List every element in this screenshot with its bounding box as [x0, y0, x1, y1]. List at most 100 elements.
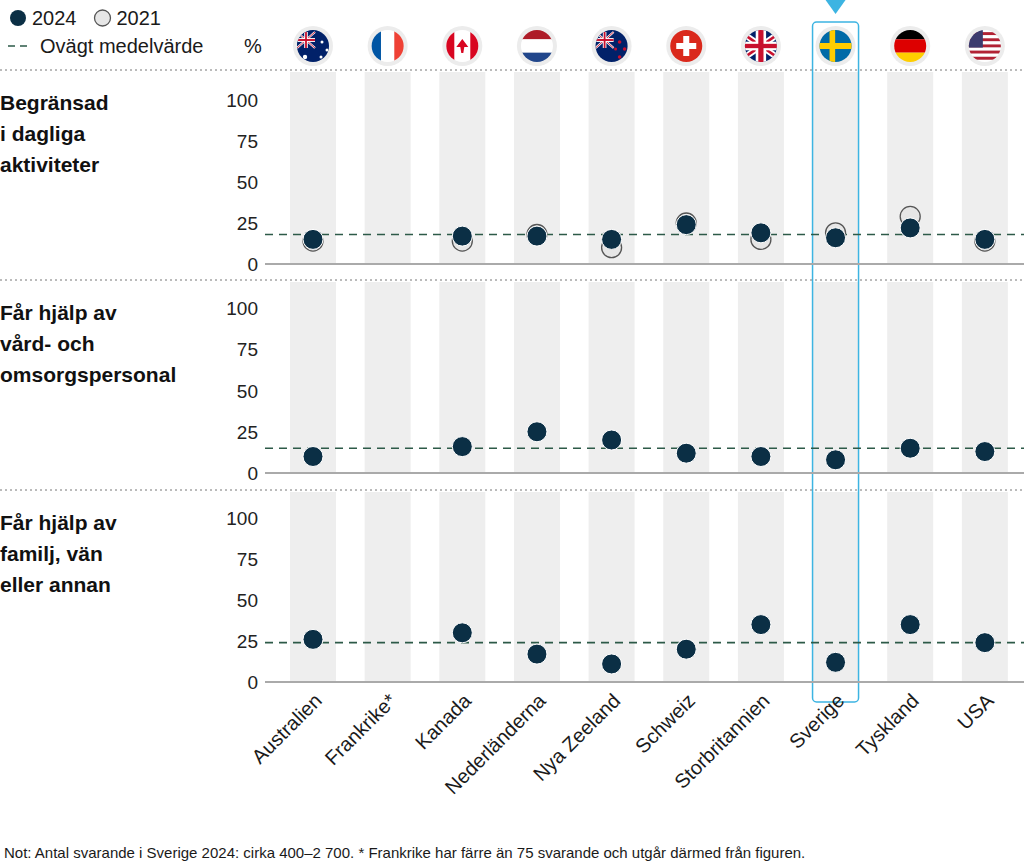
unit-label: % [244, 35, 262, 57]
flag-part [596, 32, 614, 48]
category-band [813, 492, 859, 682]
y-tick [261, 308, 265, 309]
flag-ring [442, 26, 482, 66]
y-tick [261, 100, 265, 101]
flag-part [965, 54, 1005, 57]
flag-part [890, 39, 930, 52]
y-tick-label: 0 [247, 254, 258, 275]
y-tick-label: 75 [237, 549, 258, 570]
dot [676, 215, 696, 235]
x-tick-label: Nya Zeeland [529, 689, 625, 785]
flag-part [735, 28, 787, 64]
y-tick [261, 141, 265, 142]
dot [676, 639, 696, 659]
flag-part [596, 32, 614, 48]
category-band [439, 492, 485, 682]
flag-part [442, 26, 454, 66]
flag-part [965, 29, 1005, 32]
flag-part [735, 28, 787, 64]
background [290, 72, 1008, 682]
y-tick [261, 518, 265, 519]
category-band [738, 282, 784, 473]
flag-part [303, 55, 307, 59]
mean-line [265, 642, 1024, 644]
dot [975, 633, 995, 653]
dot [303, 447, 323, 467]
category-band [962, 282, 1008, 473]
category-band [589, 492, 635, 682]
panel-title-line: familj, vän [0, 542, 103, 565]
flag-part [320, 56, 323, 59]
category-band [887, 282, 933, 473]
dot [975, 442, 995, 462]
legend-marker [10, 10, 26, 26]
flag [890, 26, 930, 66]
category-band [663, 492, 709, 682]
y-tick-label: 50 [237, 381, 258, 402]
flag-part [816, 43, 856, 49]
category-band [365, 72, 411, 264]
y-tick [261, 600, 265, 601]
dot [676, 443, 696, 463]
flag-part [596, 32, 614, 48]
category-band [365, 282, 411, 473]
dot [826, 228, 846, 248]
y-tick-label: 50 [237, 172, 258, 193]
x-tick-label: Nederländerna [441, 689, 551, 799]
dot [303, 229, 323, 249]
y-tick [261, 349, 265, 350]
dot [900, 438, 920, 458]
flag-part [297, 32, 315, 48]
baseline [265, 681, 1024, 683]
y-tick [261, 473, 265, 474]
x-tick-label: Tyskland [852, 689, 923, 760]
y-tick [261, 264, 265, 265]
y-tick-label: 0 [247, 672, 258, 693]
y-tick-label: 25 [237, 631, 258, 652]
dot [975, 229, 995, 249]
flag [816, 26, 856, 66]
flag-part [890, 53, 930, 66]
flag-part [676, 43, 696, 49]
flag-ring [517, 26, 557, 66]
flag-ring [816, 26, 856, 66]
panel-title-line: Får hjälp av [0, 301, 117, 324]
panel-separator [0, 280, 1024, 281]
flag-part [735, 28, 787, 64]
dot [452, 437, 472, 457]
flag [442, 26, 482, 66]
flag-part [614, 48, 617, 51]
flag-part [596, 39, 614, 41]
dot [602, 654, 622, 674]
y-tick-label: 100 [226, 298, 258, 319]
category-band [962, 492, 1008, 682]
panel-title-line: eller annan [0, 573, 111, 596]
flag-part [394, 26, 407, 66]
legend-label: 2021 [117, 7, 162, 29]
baseline [265, 263, 1024, 265]
dot [602, 430, 622, 450]
category-band [738, 492, 784, 682]
panel-title-line: Begränsad [0, 91, 109, 114]
flag-part [735, 28, 787, 64]
flag-part [965, 35, 1005, 38]
panel-title: Begränsadi dagligaaktiviteter [0, 91, 109, 176]
dot [602, 229, 622, 249]
y-tick [261, 390, 265, 391]
panel-title: Får hjälp avfamilj, väneller annan [0, 511, 117, 596]
baseline [265, 472, 1024, 474]
dot [900, 218, 920, 238]
panel-title-line: aktiviteter [0, 153, 99, 176]
dot [452, 226, 472, 246]
flag-part [297, 39, 315, 41]
y-tick-label: 50 [237, 590, 258, 611]
x-tick-label: Storbritannien [670, 689, 774, 793]
flag-part [517, 53, 557, 66]
flag [592, 26, 632, 66]
flag [666, 26, 706, 66]
category-band [514, 282, 560, 473]
flag-part [890, 26, 930, 39]
panel-title-line: omsorgspersonal [0, 363, 176, 386]
flag-part [297, 32, 315, 48]
flag-ring [293, 26, 333, 66]
